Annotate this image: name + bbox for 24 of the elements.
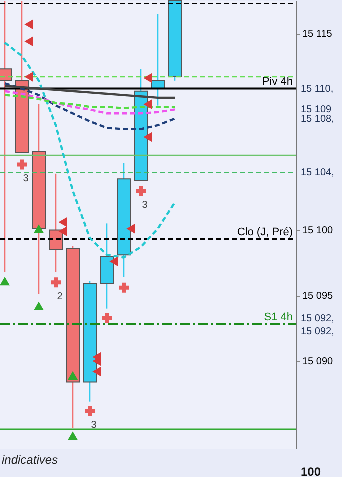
annotation: 3 (23, 174, 30, 185)
text: 15 109 (301, 104, 332, 116)
text: 15 108, (301, 114, 334, 125)
line-series (4, 42, 176, 259)
text: 15 110, (301, 84, 334, 95)
y-tick-label: 15 090 (302, 356, 334, 368)
ref-line-label: S1 4h (264, 312, 293, 324)
annotation: 3 (91, 420, 98, 432)
line-series (4, 90, 176, 115)
line-series (4, 94, 176, 110)
annotation: 2 (57, 292, 64, 303)
ref-line-label: Clo (J, Pré) (237, 226, 293, 238)
line-series (4, 85, 176, 100)
text: 15 104, (301, 168, 334, 179)
y-tick-label: 15 100 (302, 226, 334, 237)
line-series (4, 82, 176, 130)
text: 15 092, (301, 314, 334, 325)
text: 15 092, (301, 326, 334, 338)
text: 100 (301, 465, 322, 477)
y-tick-label: 15 115 (302, 29, 333, 40)
y-tick-label: 15 095 (302, 291, 334, 302)
ref-line-label: Piv 4h (262, 76, 293, 88)
text: indicatives (2, 453, 58, 467)
annotation: 3 (142, 200, 148, 211)
